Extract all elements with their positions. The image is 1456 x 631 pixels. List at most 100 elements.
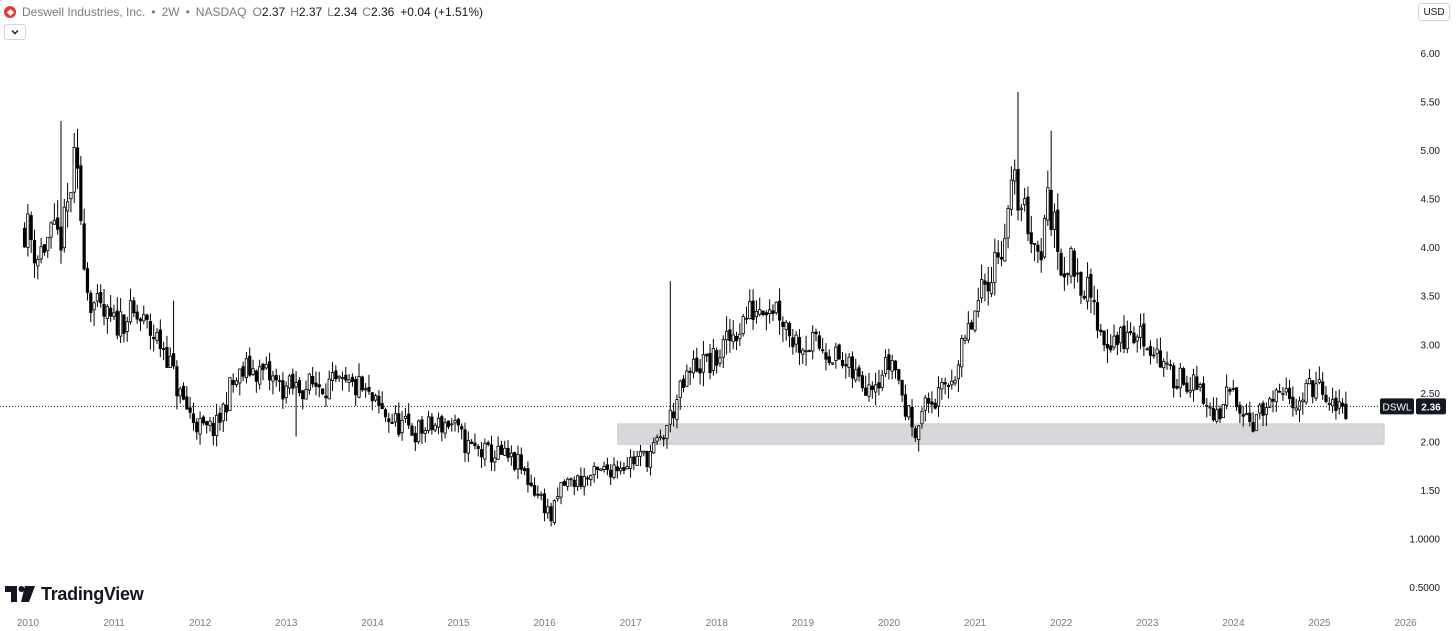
candle-down [622, 467, 626, 471]
candle-down [632, 456, 636, 465]
candle-up [327, 378, 331, 400]
symbol-header: Deswell Industries, Inc. • 2W • NASDAQ O… [4, 4, 483, 20]
candle-up [142, 313, 146, 322]
candle-down [486, 442, 490, 445]
candle-down [1152, 354, 1156, 357]
candle-down [1324, 394, 1328, 403]
candle-down [1334, 397, 1338, 411]
candle-up [26, 213, 30, 248]
candle-down [946, 385, 951, 387]
candle-down [102, 303, 106, 317]
candle-down [1059, 252, 1063, 276]
candle-down [609, 469, 613, 478]
candle-up [417, 420, 421, 443]
candle-down [1195, 376, 1199, 390]
candle-down [99, 292, 103, 304]
candle-up [340, 377, 345, 380]
candle-down [513, 452, 517, 470]
candle-down [1238, 404, 1242, 414]
candle-down [1185, 382, 1189, 392]
candle-down [188, 407, 192, 413]
candle-up [675, 399, 679, 421]
candle-down [734, 336, 739, 342]
candle-down [354, 379, 358, 396]
candle-up [128, 300, 133, 323]
tradingview-logo[interactable]: TradingView [5, 583, 144, 605]
currency-button[interactable]: USD [1418, 3, 1450, 21]
candle-down [132, 300, 136, 314]
collapse-legend-button[interactable] [4, 24, 26, 40]
candle-down [148, 321, 152, 336]
candle-up [1023, 198, 1027, 206]
candle-up [118, 311, 123, 337]
candle-up [443, 422, 447, 434]
candle-down [367, 387, 371, 392]
candle-up [215, 414, 219, 436]
time-tick-label: 2012 [189, 618, 212, 629]
candle-up [1254, 414, 1259, 431]
company-name[interactable]: Deswell Industries, Inc. [22, 5, 146, 19]
candle-down [970, 322, 974, 330]
candle-up [599, 468, 603, 471]
candle-down [463, 429, 467, 453]
candle-up [731, 334, 735, 343]
price-tick-label: 2.00 [1421, 437, 1441, 448]
candle-down [75, 147, 80, 169]
candle-up [1069, 248, 1073, 277]
price-tick-label: 3.00 [1421, 340, 1441, 351]
candle-up [95, 292, 100, 302]
candle-down [764, 312, 768, 316]
candle-up [718, 357, 722, 364]
candle-up [284, 385, 288, 398]
candle-down [1234, 387, 1239, 408]
header-separator: • [151, 5, 156, 19]
tradingview-logo-icon [5, 586, 35, 602]
time-tick-label: 2010 [17, 618, 40, 629]
candle-up [847, 356, 851, 368]
candle-down [529, 482, 533, 486]
candle-down [135, 311, 139, 320]
candle-up [1085, 276, 1090, 302]
candle-down [499, 444, 504, 455]
candle-up [1052, 211, 1057, 230]
support-zone-rectangle[interactable] [617, 423, 1385, 445]
candle-down [261, 363, 265, 371]
candle-down [715, 350, 719, 366]
candle-up [287, 375, 292, 389]
candle-up [453, 420, 457, 424]
price-tick-label: 1.50 [1421, 486, 1441, 497]
candle-up [721, 339, 725, 358]
candle-down [334, 370, 338, 380]
candle-down [1148, 346, 1153, 356]
candle-down [1321, 381, 1325, 395]
candle-down [549, 506, 553, 522]
tradingview-wordmark: TradingView [41, 583, 144, 604]
time-tick-label: 2016 [533, 618, 556, 629]
candle-down [390, 422, 394, 424]
candle-up [483, 442, 487, 460]
candle-down [1095, 301, 1100, 331]
candle-down [930, 401, 934, 405]
candle-down [56, 217, 60, 230]
candle-up [1188, 389, 1192, 393]
candle-down [857, 367, 861, 377]
candle-up [546, 506, 550, 514]
candle-down [42, 244, 47, 253]
candle-down [89, 292, 93, 314]
candle-down [1072, 250, 1076, 277]
candle-down [387, 418, 391, 423]
candle-down [1172, 365, 1176, 389]
candle-down [377, 395, 381, 406]
candle-down [82, 223, 86, 270]
candle-down [986, 281, 990, 292]
candle-down [777, 300, 782, 321]
candle-down [840, 359, 845, 366]
interval-label[interactable]: 2W [161, 5, 180, 19]
candle-down [615, 466, 619, 472]
candle-down [211, 422, 215, 437]
candle-up [811, 331, 815, 352]
candle-up [1208, 406, 1212, 409]
candle-down [344, 374, 348, 381]
candle-up [238, 368, 242, 384]
